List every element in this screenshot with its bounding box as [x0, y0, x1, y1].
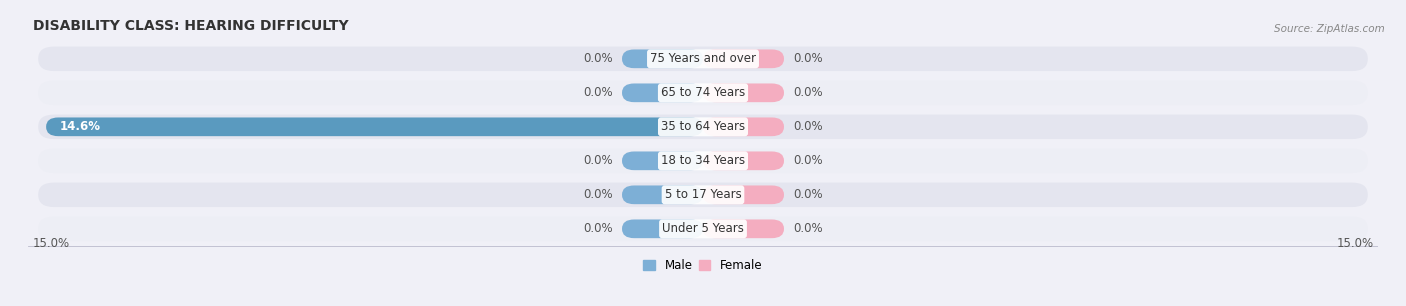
Text: 0.0%: 0.0% — [793, 154, 823, 167]
FancyBboxPatch shape — [38, 47, 1368, 71]
Text: 0.0%: 0.0% — [583, 222, 613, 235]
Text: 75 Years and over: 75 Years and over — [650, 52, 756, 65]
FancyBboxPatch shape — [703, 84, 785, 102]
FancyBboxPatch shape — [621, 50, 703, 68]
Text: 0.0%: 0.0% — [583, 52, 613, 65]
Text: 65 to 74 Years: 65 to 74 Years — [661, 86, 745, 99]
Text: 0.0%: 0.0% — [583, 188, 613, 201]
FancyBboxPatch shape — [703, 219, 785, 238]
FancyBboxPatch shape — [621, 84, 703, 102]
FancyBboxPatch shape — [38, 149, 1368, 173]
Text: 0.0%: 0.0% — [793, 52, 823, 65]
Text: Source: ZipAtlas.com: Source: ZipAtlas.com — [1274, 24, 1385, 35]
Text: 0.0%: 0.0% — [793, 86, 823, 99]
FancyBboxPatch shape — [46, 118, 703, 136]
Text: 5 to 17 Years: 5 to 17 Years — [665, 188, 741, 201]
FancyBboxPatch shape — [703, 50, 785, 68]
Text: 0.0%: 0.0% — [793, 120, 823, 133]
Text: 0.0%: 0.0% — [793, 222, 823, 235]
FancyBboxPatch shape — [621, 185, 703, 204]
Text: 0.0%: 0.0% — [583, 86, 613, 99]
FancyBboxPatch shape — [703, 185, 785, 204]
Text: 14.6%: 14.6% — [59, 120, 101, 133]
FancyBboxPatch shape — [621, 219, 703, 238]
Text: 35 to 64 Years: 35 to 64 Years — [661, 120, 745, 133]
FancyBboxPatch shape — [703, 118, 785, 136]
Text: 0.0%: 0.0% — [793, 188, 823, 201]
FancyBboxPatch shape — [621, 151, 703, 170]
Legend: Male, Female: Male, Female — [638, 255, 768, 277]
FancyBboxPatch shape — [38, 80, 1368, 105]
Text: 18 to 34 Years: 18 to 34 Years — [661, 154, 745, 167]
FancyBboxPatch shape — [38, 217, 1368, 241]
Text: Under 5 Years: Under 5 Years — [662, 222, 744, 235]
FancyBboxPatch shape — [38, 183, 1368, 207]
Text: 15.0%: 15.0% — [1336, 237, 1374, 250]
Text: 0.0%: 0.0% — [583, 154, 613, 167]
Text: 15.0%: 15.0% — [32, 237, 70, 250]
FancyBboxPatch shape — [38, 114, 1368, 139]
Text: DISABILITY CLASS: HEARING DIFFICULTY: DISABILITY CLASS: HEARING DIFFICULTY — [32, 19, 349, 33]
FancyBboxPatch shape — [703, 151, 785, 170]
